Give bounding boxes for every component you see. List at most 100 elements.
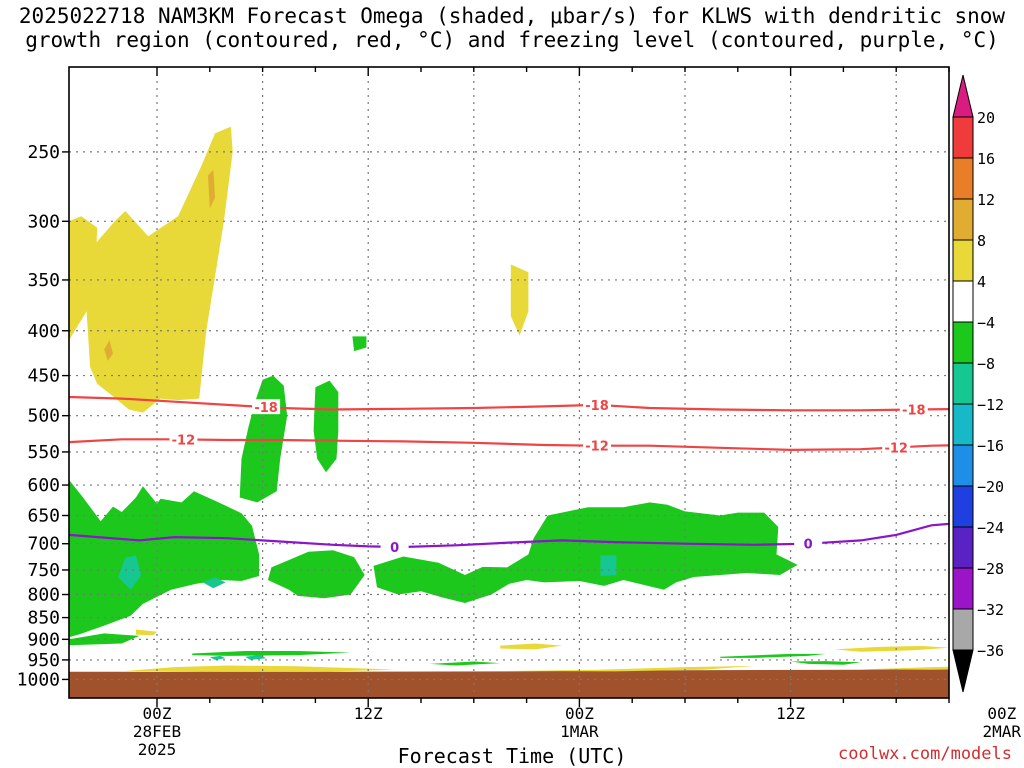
colorbar-label: 16 — [977, 150, 995, 168]
x-tick-label: 2025 — [138, 740, 177, 759]
x-tick-label: 28FEB — [133, 722, 181, 741]
colorbar-box — [952, 321, 974, 364]
omega-region — [192, 651, 351, 656]
omega-region — [313, 380, 339, 473]
y-tick-label: 300 — [27, 211, 60, 232]
colorbar-label: −32 — [977, 601, 1004, 619]
contour-label-bg — [169, 431, 198, 447]
contour-label: -18 — [254, 401, 278, 416]
omega-region — [352, 336, 367, 352]
y-tick-label: 1000 — [17, 669, 60, 690]
colorbar-box — [952, 608, 974, 651]
y-tick-label: 600 — [27, 475, 60, 496]
colorbar-box — [952, 198, 974, 241]
contour-label: -12 — [585, 440, 609, 455]
title-line-2: growth region (contoured, red, °C) and f… — [25, 28, 999, 52]
omega-region — [373, 502, 798, 603]
omega-region — [267, 550, 365, 599]
omega-region — [104, 340, 113, 361]
colorbar-bottom-arrow — [952, 649, 974, 693]
y-tick-label: 550 — [27, 442, 60, 463]
ground-terrain — [69, 668, 949, 698]
colorbar-box — [952, 485, 974, 528]
y-tick-label: 250 — [27, 142, 60, 163]
colorbar-box — [952, 239, 974, 282]
credit-link[interactable]: coolwx.com/models — [838, 744, 1012, 764]
contour-label-bg — [380, 538, 409, 554]
contour-label-bg — [583, 437, 611, 453]
colorbar-label: 8 — [977, 232, 986, 250]
y-tick-label: 400 — [27, 321, 60, 342]
y-tick-label: 800 — [27, 585, 60, 606]
omega-region — [125, 665, 395, 672]
omega-region — [245, 655, 267, 660]
contour-label-bg — [583, 396, 611, 412]
omega-region — [69, 216, 98, 341]
x-tick-label: 00Z — [987, 704, 1016, 723]
colorbar-label: 20 — [977, 109, 995, 127]
y-tick-label: 950 — [27, 650, 60, 671]
contour-label: 0 — [390, 541, 399, 556]
colorbar-box — [952, 526, 974, 569]
omega-region — [510, 264, 529, 336]
chart-title: 2025022718 NAM3KM Forecast Omega (shaded… — [0, 4, 1024, 52]
omega-region — [720, 653, 826, 658]
omega-region — [509, 665, 756, 672]
colorbar-label: 4 — [977, 273, 986, 291]
plot-frame — [68, 66, 950, 699]
y-tick-label: 650 — [27, 506, 60, 527]
colorbar-box — [952, 280, 974, 323]
y-tick-label: 700 — [27, 534, 60, 555]
y-tick-label: 900 — [27, 629, 60, 650]
title-line-1: 2025022718 NAM3KM Forecast Omega (shaded… — [18, 4, 1006, 28]
colorbar-box — [952, 444, 974, 487]
contour-label: -12 — [884, 441, 908, 456]
y-tick-label: 750 — [27, 560, 60, 581]
contour-label-bg — [882, 439, 911, 455]
x-tick-label: 1MAR — [560, 722, 599, 741]
y-tick-label: 850 — [27, 608, 60, 629]
colorbar-box — [952, 362, 974, 405]
colorbar-label: −28 — [977, 560, 1004, 578]
colorbar-label: 12 — [977, 191, 995, 209]
x-tick-label: 12Z — [776, 704, 805, 723]
contour-line — [69, 395, 949, 412]
omega-region — [69, 479, 260, 638]
omega-region — [834, 646, 949, 652]
omega-region — [208, 169, 216, 209]
colorbar-label: −24 — [977, 519, 1004, 537]
colorbar-label: −4 — [977, 314, 995, 332]
x-tick-label: 12Z — [354, 704, 383, 723]
omega-region — [135, 629, 157, 636]
contour-label-bg — [899, 401, 928, 417]
contour-label: -18 — [902, 404, 926, 419]
omega-region — [861, 666, 949, 670]
colorbar-box — [952, 116, 974, 159]
contour-label: -18 — [585, 399, 609, 414]
x-tick-label: 2MAR — [983, 722, 1022, 741]
omega-region — [790, 661, 861, 665]
colorbar-top-arrow — [952, 74, 974, 118]
omega-region — [118, 555, 142, 590]
y-tick-label: 500 — [27, 406, 60, 427]
colorbar-box — [952, 567, 974, 610]
omega-region — [202, 577, 226, 589]
x-axis-title: Forecast Time (UTC) — [397, 744, 627, 768]
colorbar-label: −36 — [977, 642, 1004, 660]
y-tick-label: 450 — [27, 366, 60, 387]
colorbar-label: −8 — [977, 355, 995, 373]
omega-region — [86, 126, 233, 413]
omega-region — [429, 661, 501, 666]
colorbar-label: −16 — [977, 437, 1004, 455]
contour-label: 0 — [804, 538, 813, 553]
contour-label: -12 — [172, 433, 196, 448]
contour-line — [69, 522, 949, 549]
omega-region — [600, 555, 617, 576]
x-tick-label: 00Z — [565, 704, 594, 723]
y-tick-label: 350 — [27, 270, 60, 291]
colorbar-box — [952, 403, 974, 446]
omega-region — [500, 643, 562, 650]
omega-region — [209, 655, 226, 660]
colorbar-box — [952, 157, 974, 200]
